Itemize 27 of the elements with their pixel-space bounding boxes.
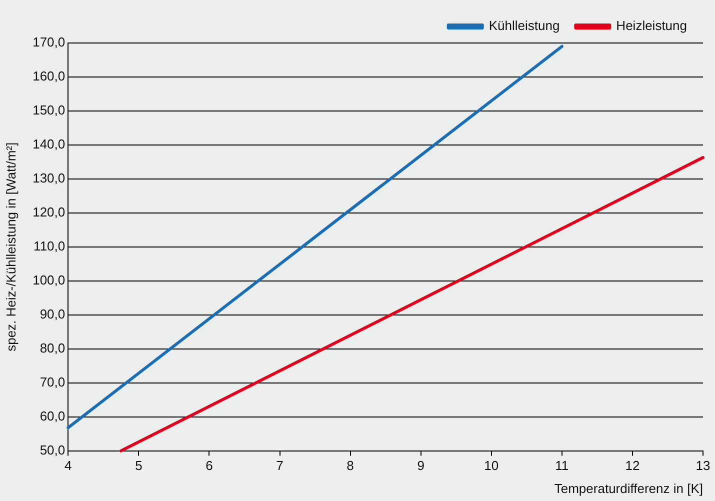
y-tick-label: 130,0 xyxy=(32,170,66,186)
y-tick-label: 120,0 xyxy=(32,204,66,220)
y-tick-label: 50,0 xyxy=(40,442,66,458)
y-tick-label: 70,0 xyxy=(40,374,66,390)
x-tick-label: 4 xyxy=(64,458,72,474)
x-axis-title: Temperaturdifferenz in [K] xyxy=(554,480,703,496)
x-tick-label: 13 xyxy=(696,458,710,474)
y-tick-label: 140,0 xyxy=(32,136,66,152)
y-tick-label: 60,0 xyxy=(40,408,66,424)
x-tick-label: 9 xyxy=(417,458,424,474)
y-tick-label: 150,0 xyxy=(32,102,66,118)
y-tick-label: 170,0 xyxy=(32,34,66,50)
legend-label: Heizleistung xyxy=(616,18,688,34)
y-tick-label: 100,0 xyxy=(32,272,66,288)
x-tick-label: 5 xyxy=(135,458,142,474)
x-tick-label: 10 xyxy=(484,458,499,474)
x-tick-label: 11 xyxy=(555,458,569,474)
y-tick-label: 90,0 xyxy=(40,306,66,322)
x-tick-label: 12 xyxy=(625,458,640,474)
y-tick-label: 160,0 xyxy=(32,68,66,84)
y-tick-label: 80,0 xyxy=(40,340,66,356)
legend-label: Kühlleistung xyxy=(488,18,560,34)
y-axis-title: spez. Heiz-/Kühlleistung in [Watt/m²] xyxy=(3,142,18,352)
y-tick-label: 110,0 xyxy=(34,238,66,254)
x-tick-label: 6 xyxy=(206,458,213,474)
x-tick-label: 8 xyxy=(346,458,354,474)
x-tick-label: 7 xyxy=(276,458,284,474)
